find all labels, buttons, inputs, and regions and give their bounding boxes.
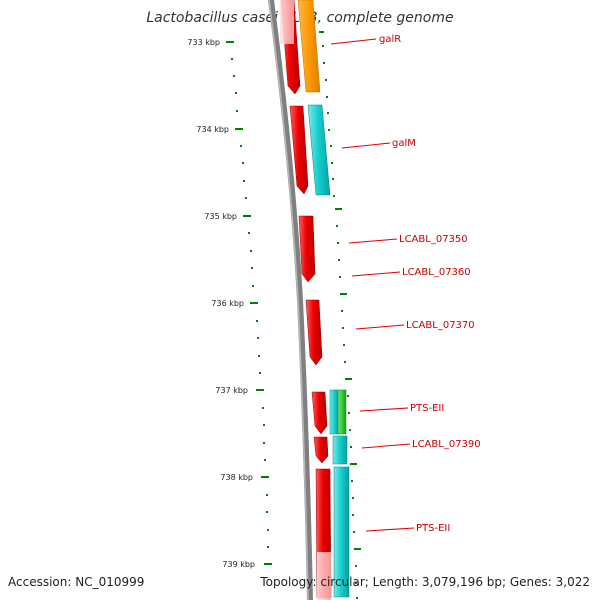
cds-feature — [313, 436, 329, 464]
cog-feature-green — [337, 389, 347, 435]
cds-feature — [289, 105, 309, 195]
gene-label-pts-eii: PTS-EII — [410, 403, 444, 414]
pale-feature-top — [280, 0, 294, 44]
cds-feature — [311, 391, 328, 435]
cog-feature-cyan — [329, 389, 340, 435]
pale-feature-bottom — [317, 552, 331, 600]
topology-text: Topology: circular; Length: 3,079,196 bp… — [260, 575, 590, 589]
kbp-label: 736 kbp — [211, 299, 244, 308]
genome-backbone — [268, 0, 313, 600]
kbp-label: 735 kbp — [204, 212, 237, 221]
cds-feature — [298, 215, 316, 283]
gene-label-pts-eii: PTS-EII — [416, 523, 450, 534]
cog-feature-cyan — [332, 435, 348, 465]
cog-feature-cyan — [333, 466, 350, 598]
cds-feature — [305, 299, 323, 366]
cog-feature-orange — [297, 0, 321, 93]
gene-label-lcabl-07390: LCABL_07390 — [412, 439, 481, 450]
gene-labels: galR galM LCABL_07350 LCABL_07360 LCABL_… — [379, 34, 481, 534]
gene-label-lcabl-07350: LCABL_07350 — [399, 234, 468, 245]
gene-label-galR: galR — [379, 34, 401, 45]
gene-leader-lines — [330, 38, 415, 532]
kbp-labels: 733 kbp 734 kbp 735 kbp 736 kbp 737 kbp … — [187, 38, 255, 569]
gene-label-lcabl-07370: LCABL_07370 — [406, 320, 475, 331]
kbp-label: 738 kbp — [220, 473, 253, 482]
backbone-highlight — [268, 0, 309, 600]
kbp-label: 733 kbp — [187, 38, 220, 47]
gene-label-lcabl-07360: LCABL_07360 — [402, 267, 471, 278]
outer-scale — [319, 31, 361, 599]
kbp-label: 739 kbp — [222, 560, 255, 569]
accession-text: Accession: NC_010999 — [8, 575, 145, 589]
kbp-scale — [226, 41, 272, 565]
cog-category-features — [297, 0, 350, 598]
gene-label-galM: galM — [392, 138, 416, 149]
kbp-label: 737 kbp — [215, 386, 248, 395]
cog-feature-cyan — [307, 104, 331, 196]
forward-strand-features — [280, 0, 332, 599]
kbp-label: 734 kbp — [196, 125, 229, 134]
